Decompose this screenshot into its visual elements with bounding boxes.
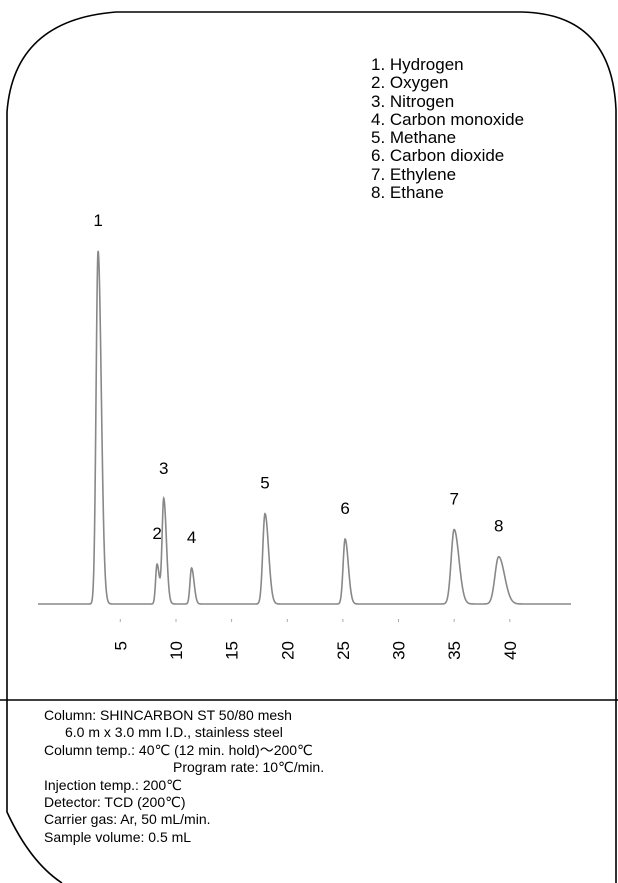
x-tick-label: 15 xyxy=(223,641,242,660)
peak-label-8: 8 xyxy=(494,517,503,536)
x-tick-label: 10 xyxy=(167,641,186,660)
x-tick-label: 40 xyxy=(501,641,520,660)
legend-entry: 1. Hydrogen xyxy=(371,55,464,74)
legend-entry: 8. Ethane xyxy=(371,183,444,203)
legend-entry: 2. Oxygen xyxy=(371,73,449,93)
x-tick-label: 20 xyxy=(278,641,297,660)
peak-label-3: 3 xyxy=(159,459,168,478)
analysis-conditions: Column: SHINCARBON ST 50/80 mesh 6.0 m x… xyxy=(44,707,324,846)
legend-entry: 7. Ethylene xyxy=(371,164,457,184)
peak-label-1: 1 xyxy=(93,211,102,230)
peak-labels: 1 2 3 4 5 6 7 8 xyxy=(93,211,503,547)
peak-label-4: 4 xyxy=(187,528,196,547)
detector-line: Detector: TCD (200℃) xyxy=(44,794,186,811)
legend-entry: 6. Carbon dioxide xyxy=(371,146,505,166)
x-tick-label: 30 xyxy=(390,641,409,660)
peak-label-6: 6 xyxy=(340,499,349,518)
injection-temp-line: Injection temp.: 200℃ xyxy=(44,776,182,793)
peak-legend: 1. Hydrogen 2. Oxygen 3. Nitrogen 4. Car… xyxy=(371,55,525,203)
peak-label-5: 5 xyxy=(260,474,269,493)
x-tick-label: 5 xyxy=(111,641,130,650)
column-line: Column: SHINCARBON ST 50/80 mesh xyxy=(44,707,292,723)
legend-entry: 5. Methane xyxy=(371,128,457,148)
carrier-gas-line: Carrier gas: Ar, 50 mL/min. xyxy=(44,811,211,828)
program-rate-line: Program rate: 10℃/min. xyxy=(173,759,325,776)
peak-label-2: 2 xyxy=(152,524,161,543)
x-axis: 5 10 15 20 25 30 35 40 xyxy=(111,619,520,660)
x-tick-label: 25 xyxy=(334,641,353,660)
legend-entry: 3. Nitrogen xyxy=(371,91,455,111)
trace-line xyxy=(38,250,571,605)
legend-entry: 4. Carbon monoxide xyxy=(371,109,525,129)
chromatogram-trace xyxy=(38,250,571,605)
column-detail-line: 6.0 m x 3.0 mm I.D., stainless steel xyxy=(65,724,283,741)
figure-border xyxy=(0,11,618,883)
column-temp-line: Column temp.: 40℃ (12 min. hold)～200℃ xyxy=(44,741,313,758)
x-tick-label: 35 xyxy=(445,641,464,660)
peak-label-7: 7 xyxy=(449,490,458,509)
sample-volume-line: Sample volume: 0.5 mL xyxy=(44,828,192,845)
